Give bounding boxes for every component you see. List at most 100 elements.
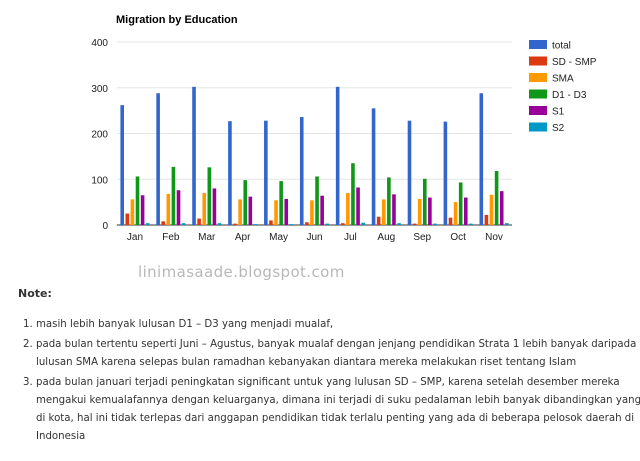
bar-sd-smp <box>125 213 130 225</box>
bar-s1 <box>356 187 360 225</box>
bar-sd-smp <box>305 222 309 225</box>
bar-total <box>479 93 484 226</box>
bar-d1-d3 <box>243 180 248 225</box>
x-tick-label: Sep <box>413 232 431 243</box>
bar-sma <box>274 200 278 225</box>
y-tick-label: 400 <box>91 38 108 49</box>
bar-d1-d3 <box>207 167 212 225</box>
legend-swatch <box>529 89 547 99</box>
bar-sd-smp <box>340 223 345 225</box>
bar-sma <box>130 199 135 225</box>
bar-d1-d3 <box>422 178 427 225</box>
x-tick-label: Feb <box>162 232 180 243</box>
note-item: masih lebih banyak lulusan D1 – D3 yang … <box>36 316 640 334</box>
bar-s1 <box>212 188 217 225</box>
bar-sd-smp <box>412 223 417 225</box>
x-tick-label: Mar <box>198 232 216 243</box>
bar-s1 <box>428 197 432 225</box>
note-item: pada bulan tertentu seperti Juni – Agust… <box>36 336 640 372</box>
note-heading: Note: <box>18 287 52 300</box>
bar-d1-d3 <box>279 181 283 225</box>
bar-sma <box>489 194 494 225</box>
y-tick-label: 300 <box>91 84 108 95</box>
chart-area: Migration by Education 0 100 200 300 400 Jan Fe… <box>91 14 596 243</box>
note-item: pada bulan januari terjadi peningkatan s… <box>36 374 640 446</box>
y-tick-label: 200 <box>91 130 108 141</box>
migration-bar-chart: Migration by Education 0 100 200 300 400 Jan Fe… <box>91 14 596 243</box>
bar-total <box>335 86 340 226</box>
bar-total <box>264 120 268 225</box>
bar-s1 <box>140 195 145 225</box>
legend-label: total <box>552 41 571 52</box>
bar-total <box>192 86 196 226</box>
bar-s2 <box>145 223 150 225</box>
bar-total <box>407 120 412 225</box>
bar-sd-smp <box>269 220 273 225</box>
x-tick-label: Aug <box>377 232 395 243</box>
legend-swatch <box>529 40 547 49</box>
legend-swatch <box>529 73 547 82</box>
legend-swatch <box>529 56 547 66</box>
x-tick-label: May <box>269 232 288 243</box>
y-tick-label: 0 <box>102 221 108 232</box>
x-tick-label: Jan <box>127 232 143 243</box>
bar-sma <box>417 198 422 225</box>
bar-s1 <box>176 190 181 225</box>
bar-sma <box>238 199 242 225</box>
x-tick-label: Apr <box>235 232 251 243</box>
legend-swatch <box>529 122 547 132</box>
legend-label: SMA <box>552 74 574 85</box>
legend-label: S1 <box>552 107 565 118</box>
y-tick-label: 100 <box>91 175 108 186</box>
bar-total <box>371 108 376 225</box>
bar-s2 <box>325 223 330 225</box>
bar-s2 <box>433 223 437 225</box>
bar-sd-smp <box>376 216 381 225</box>
watermark: linimasaade.blogspot.com <box>138 263 345 281</box>
x-tick-label: Jun <box>306 232 322 243</box>
bar-s1 <box>463 197 468 225</box>
chart-title: Migration by Education <box>116 14 238 26</box>
bar-s2 <box>504 223 509 225</box>
bar-sma <box>166 193 171 225</box>
bar-d1-d3 <box>315 176 319 225</box>
bar-s2 <box>397 223 401 225</box>
bar-sma <box>346 192 350 225</box>
legend-label: S2 <box>552 123 565 134</box>
bar-sma <box>310 200 314 225</box>
notes-list: masih lebih banyak lulusan D1 – D3 yang … <box>20 316 640 448</box>
bar-s2 <box>469 223 473 225</box>
bar-s2 <box>361 222 365 225</box>
bar-d1-d3 <box>351 163 355 225</box>
x-tick-label: Oct <box>450 232 466 243</box>
bar-s1 <box>499 191 504 225</box>
bar-s1 <box>284 198 289 225</box>
bar-sd-smp <box>197 218 201 225</box>
bar-d1-d3 <box>135 176 140 225</box>
bar-sd-smp <box>161 221 166 225</box>
bar-sma <box>202 192 207 225</box>
bar-s1 <box>248 196 253 225</box>
bar-d1-d3 <box>458 182 463 225</box>
x-tick-label: Nov <box>485 232 503 243</box>
bar-d1-d3 <box>387 177 391 225</box>
bar-total <box>299 117 304 225</box>
bar-total <box>120 105 125 225</box>
bar-sd-smp <box>448 217 453 225</box>
bar-s2 <box>181 223 186 225</box>
bar-total <box>228 121 232 225</box>
bar-sma <box>381 199 386 225</box>
bar-total <box>443 121 448 225</box>
bar-s1 <box>320 195 324 225</box>
bar-d1-d3 <box>494 171 499 225</box>
bar-d1-d3 <box>171 166 176 225</box>
bar-s1 <box>392 194 396 225</box>
bar-s2 <box>217 223 222 225</box>
bar-sd-smp <box>233 223 237 225</box>
x-tick-label: Jul <box>344 232 357 243</box>
bar-total <box>156 93 160 226</box>
bar-sd-smp <box>484 214 489 225</box>
bar-s2 <box>289 224 294 225</box>
bar-sma <box>453 202 458 225</box>
legend-swatch <box>529 106 547 115</box>
